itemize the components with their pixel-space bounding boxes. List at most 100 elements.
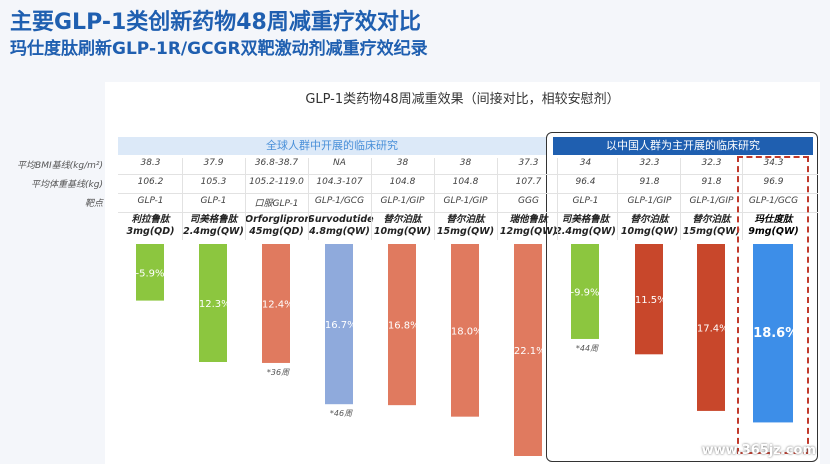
drug-name: 司美格鲁肽	[561, 214, 610, 225]
weight-cell: 96.9	[763, 177, 784, 187]
bar	[635, 244, 663, 355]
target-cell: GLP-1	[137, 196, 164, 206]
target-cell: GLP-1/GCG	[748, 196, 799, 206]
bar	[697, 244, 725, 411]
drug-name: 替尔泊肽	[692, 214, 731, 225]
data-label: -17.4%	[693, 323, 728, 334]
weight-cell: 96.4	[575, 177, 596, 187]
weight-cell: 105.3	[200, 177, 227, 187]
page-subtitle: 玛仕度肽刷新GLP-1R/GCGR双靶激动剂减重疗效纪录	[10, 39, 428, 59]
drug-dose: 2.4mg(QW)	[183, 226, 244, 237]
bar	[199, 244, 227, 362]
weight-cell: 91.8	[701, 177, 722, 187]
drug-dose: 9mg(QW)	[748, 226, 799, 237]
target-cell: GLP-1/GCG	[314, 196, 365, 206]
bar	[753, 244, 793, 423]
highlight-dashed-box	[737, 156, 809, 454]
weight-cell: 105.2-119.0	[249, 177, 304, 187]
drug-dose: 10mg(QW)	[373, 226, 432, 237]
target-cell: 口服GLP-1	[254, 199, 299, 209]
target-cell: GLP-1	[572, 196, 599, 206]
china-region-box	[546, 132, 818, 462]
footnote: *46周	[330, 409, 353, 418]
bmi-cell: 38	[459, 158, 472, 168]
bmi-cell: 38.3	[140, 158, 161, 168]
target-cell: GLP-1	[200, 196, 227, 206]
page-title: 主要GLP-1类创新药物48周减重疗效对比	[10, 10, 421, 35]
bmi-cell: NA	[333, 158, 346, 168]
weight-cell: 104.3-107	[316, 177, 363, 187]
drug-name: Orforglipron	[245, 214, 312, 225]
bar	[388, 244, 416, 406]
china-studies-band: 以中国人群为主开展的临床研究	[553, 137, 813, 155]
drug-dose: 12mg(QW)	[499, 226, 558, 237]
weight-cell: 104.8	[389, 177, 416, 187]
drug-name: 替尔泊肽	[630, 214, 669, 225]
chart-title: GLP-1类药物48周减重效果（间接对比，相较安慰剂）	[305, 92, 620, 107]
weight-cell: 107.7	[515, 177, 542, 187]
table-column-divider	[557, 158, 558, 240]
bar	[451, 244, 479, 417]
row-label-target: 靶点	[84, 199, 103, 209]
drug-name: 替尔泊肽	[383, 214, 422, 225]
drug-dose: 3mg(QD)	[126, 226, 175, 237]
drug-dose: 15mg(QW)	[682, 226, 741, 237]
bmi-cell: 34	[579, 158, 592, 168]
table-divider	[118, 193, 818, 194]
drug-dose: 15mg(QW)	[436, 226, 495, 237]
table-column-divider	[742, 158, 743, 240]
data-label: -11.5%	[631, 295, 666, 306]
drug-name: 玛仕度肽	[754, 214, 793, 225]
bmi-cell: 37.9	[203, 158, 224, 168]
footnote: *36周	[267, 368, 290, 377]
bmi-cell: 36.8-38.7	[254, 158, 299, 168]
data-label: -5.9%	[135, 268, 164, 279]
row-label-bmi: 平均BMI基线(kg/m²)	[17, 161, 103, 171]
drug-dose: 10mg(QW)	[620, 226, 679, 237]
drug-name: 司美格鲁肽	[189, 214, 238, 225]
footnote: *44周	[576, 344, 599, 353]
table-divider	[118, 174, 818, 175]
table-column-divider	[434, 158, 435, 240]
bmi-cell: 32.3	[701, 158, 722, 168]
data-label: -9.9%	[570, 287, 599, 298]
data-label: -16.7%	[321, 320, 356, 331]
bar	[514, 244, 542, 456]
table-column-divider	[497, 158, 498, 240]
bmi-cell: 38	[396, 158, 409, 168]
bar	[136, 244, 164, 301]
weight-cell: 104.8	[452, 177, 479, 187]
target-cell: GLP-1/GIP	[380, 196, 425, 206]
row-label-weight: 平均体重基线(kg)	[31, 180, 103, 190]
drug-name: 替尔泊肽	[446, 214, 485, 225]
table-divider	[118, 212, 818, 213]
bmi-cell: 32.3	[639, 158, 660, 168]
drug-name: 利拉鲁肽	[131, 214, 170, 225]
weight-cell: 91.8	[639, 177, 660, 187]
target-cell: GLP-1/GIP	[689, 196, 734, 206]
target-cell: GGG	[518, 196, 539, 206]
bar	[325, 244, 353, 405]
target-cell: GLP-1/GIP	[627, 196, 672, 206]
target-cell: GLP-1/GIP	[443, 196, 488, 206]
drug-dose: 2.4mg(QW)	[555, 226, 616, 237]
weight-cell: 106.2	[137, 177, 164, 187]
table-column-divider	[182, 158, 183, 240]
table-column-divider	[308, 158, 309, 240]
table-column-divider	[680, 158, 681, 240]
data-label: -16.8%	[384, 321, 419, 332]
table-column-divider	[371, 158, 372, 240]
bar	[262, 244, 290, 363]
drug-dose: 4.8mg(QW)	[309, 226, 370, 237]
data-label: -18.0%	[447, 326, 482, 337]
bmi-cell: 34.3	[763, 158, 784, 168]
drug-dose: 45mg(QD)	[249, 226, 304, 237]
data-label: -22.1%	[510, 346, 545, 357]
table-column-divider	[617, 158, 618, 240]
drug-name: 瑞他鲁肽	[509, 214, 548, 225]
bmi-cell: 37.3	[518, 158, 539, 168]
bar	[571, 244, 599, 339]
watermark: www.365jz.com	[701, 443, 816, 458]
global-studies-band: 全球人群中开展的临床研究	[118, 137, 546, 155]
